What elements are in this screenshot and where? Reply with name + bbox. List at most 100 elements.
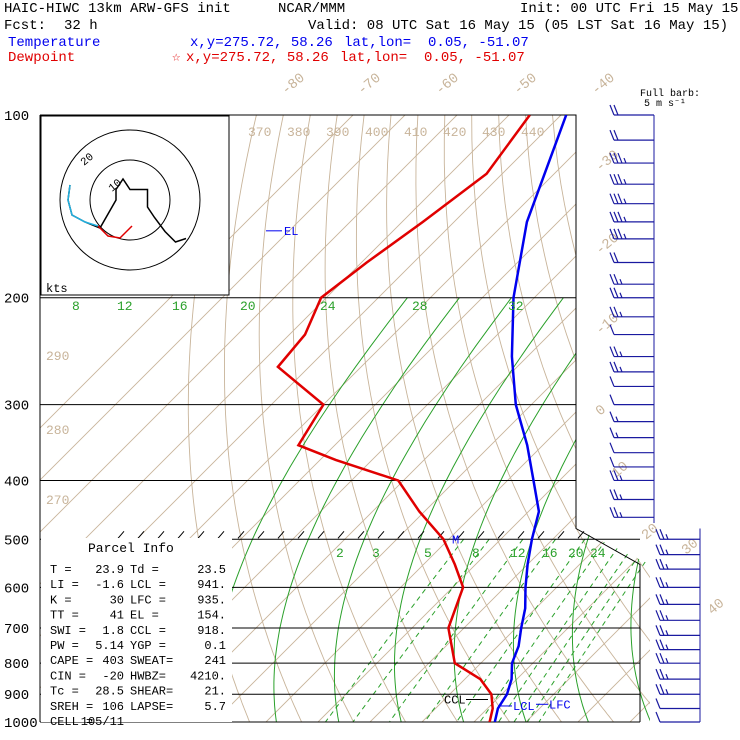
wind-barb-stroke bbox=[613, 489, 619, 500]
wind-barb bbox=[609, 273, 654, 285]
wind-barb-stroke bbox=[609, 306, 615, 318]
sounding-series bbox=[276, 115, 568, 722]
wind-barb-stroke bbox=[659, 684, 665, 695]
dry-adiabat-line bbox=[386, 115, 562, 722]
wind-barb-stroke bbox=[609, 152, 615, 164]
wind-barb bbox=[609, 394, 654, 406]
wind-barb-stroke bbox=[617, 211, 623, 223]
hatch-mark bbox=[457, 530, 465, 539]
parcel-label: SWEAT= bbox=[130, 654, 173, 668]
hatch-mark bbox=[217, 530, 225, 539]
wind-barb-stroke bbox=[655, 639, 661, 650]
wind-barb bbox=[609, 173, 654, 185]
isotherm-label: -80 bbox=[279, 70, 309, 98]
wind-barb-stroke bbox=[659, 668, 665, 680]
el-label: EL bbox=[284, 225, 298, 239]
ccl-label: CCL bbox=[444, 693, 466, 707]
hodograph-trace-red bbox=[97, 225, 133, 239]
parcel-label: CIN = bbox=[50, 669, 86, 683]
wind-barb-stroke bbox=[609, 173, 615, 185]
wind-barb-stroke bbox=[609, 470, 615, 481]
parcel-label: PW = bbox=[50, 639, 79, 653]
isotherm-label: -50 bbox=[511, 70, 541, 98]
isotherm-label: 40 bbox=[705, 596, 728, 619]
wind-barb bbox=[609, 470, 654, 482]
pressure-label: 100 bbox=[4, 109, 29, 125]
dewpoint-marker-icon: ☆ bbox=[172, 50, 181, 66]
mixing-ratio-label: 3 bbox=[372, 546, 380, 561]
parcel-value: 105/11 bbox=[81, 715, 124, 729]
parcel-value: 23.9 bbox=[95, 563, 124, 577]
wind-barb-stroke bbox=[609, 456, 615, 468]
wind-barb-stroke bbox=[659, 625, 665, 636]
wind-barb bbox=[655, 558, 700, 570]
pressure-label: 600 bbox=[4, 581, 29, 597]
mixing-ratio-label: 5 bbox=[424, 546, 432, 561]
isotherm-line bbox=[213, 115, 650, 722]
wind-barb-stroke bbox=[613, 287, 619, 298]
lfc-label: LFC bbox=[549, 698, 571, 712]
hatch-mark bbox=[297, 530, 305, 539]
wind-barb bbox=[655, 577, 700, 588]
wind-barb-stroke bbox=[623, 157, 627, 164]
wind-barb bbox=[609, 152, 654, 164]
wind-barb bbox=[655, 684, 700, 695]
wind-barb bbox=[609, 489, 654, 501]
isotherm-line bbox=[525, 115, 650, 722]
wind-barb-stroke bbox=[613, 228, 619, 240]
wind-barb-stroke bbox=[655, 610, 661, 621]
hatch-mark bbox=[317, 530, 325, 539]
isotherm-label: 0 bbox=[593, 402, 610, 420]
parcel-label: CAPE = bbox=[50, 654, 93, 668]
wind-barb-stroke bbox=[655, 698, 661, 709]
parcel-value: 918. bbox=[197, 624, 226, 638]
wind-barb-stroke bbox=[655, 684, 661, 695]
dry-adiabat-line bbox=[632, 115, 650, 722]
wind-barb-stroke bbox=[619, 512, 623, 518]
model-title: HAIC-HIWC 13km ARW-GFS init bbox=[4, 1, 231, 17]
dry-adiabat-lines bbox=[187, 115, 650, 722]
moist-adiabat-line bbox=[689, 298, 740, 722]
dry-adiabat-line bbox=[605, 115, 650, 722]
wind-barb-stroke bbox=[609, 442, 615, 453]
theta-label: 420 bbox=[443, 125, 466, 140]
m-label: M bbox=[452, 533, 459, 547]
parcel-label: LCL = bbox=[130, 578, 166, 592]
wind-barb bbox=[609, 228, 654, 240]
wind-barb-stroke bbox=[665, 599, 669, 605]
wind-barb-stroke bbox=[655, 668, 661, 680]
isotherm-line bbox=[161, 115, 650, 722]
theta-label-left: 290 bbox=[46, 349, 69, 364]
parcel-value: 4210. bbox=[190, 669, 226, 683]
wind-barb-stroke bbox=[623, 216, 627, 223]
parcel-label: LFC = bbox=[130, 593, 166, 607]
isotherm-line bbox=[40, 115, 510, 722]
mixing-ratio-label: 8 bbox=[72, 299, 80, 314]
dewpoint-legend-label: Dewpoint bbox=[8, 50, 76, 66]
center-label: NCAR/MMM bbox=[278, 1, 346, 17]
wind-barb-stroke bbox=[609, 346, 615, 357]
barb-title: Full barb: bbox=[640, 88, 700, 100]
wind-barb-stroke bbox=[613, 273, 619, 285]
wind-barb-stroke bbox=[619, 311, 623, 318]
parcel-label: HWBZ= bbox=[130, 669, 166, 683]
wind-barb-stroke bbox=[613, 306, 619, 318]
isotherm-line bbox=[629, 115, 650, 722]
wind-barb-stroke bbox=[617, 152, 623, 164]
wind-barb-stroke bbox=[665, 615, 669, 621]
wind-barb-stroke bbox=[613, 211, 619, 223]
parcel-value: 106 bbox=[102, 700, 124, 714]
barb-units: 5 m s⁻¹ bbox=[644, 99, 686, 110]
mixing-ratio-label: 8 bbox=[472, 546, 480, 561]
hodograph-units: kts bbox=[46, 282, 68, 296]
wind-barb bbox=[655, 698, 700, 710]
wind-barb-stroke bbox=[613, 152, 619, 164]
mixing-ratio-label: 20 bbox=[240, 299, 256, 314]
wind-barb-stroke bbox=[665, 689, 669, 695]
wind-barb bbox=[609, 427, 654, 439]
wind-barb-stroke bbox=[619, 366, 623, 373]
pressure-label: 700 bbox=[4, 622, 29, 638]
mixing-ratio-line bbox=[498, 539, 624, 722]
wind-barb bbox=[609, 346, 654, 358]
